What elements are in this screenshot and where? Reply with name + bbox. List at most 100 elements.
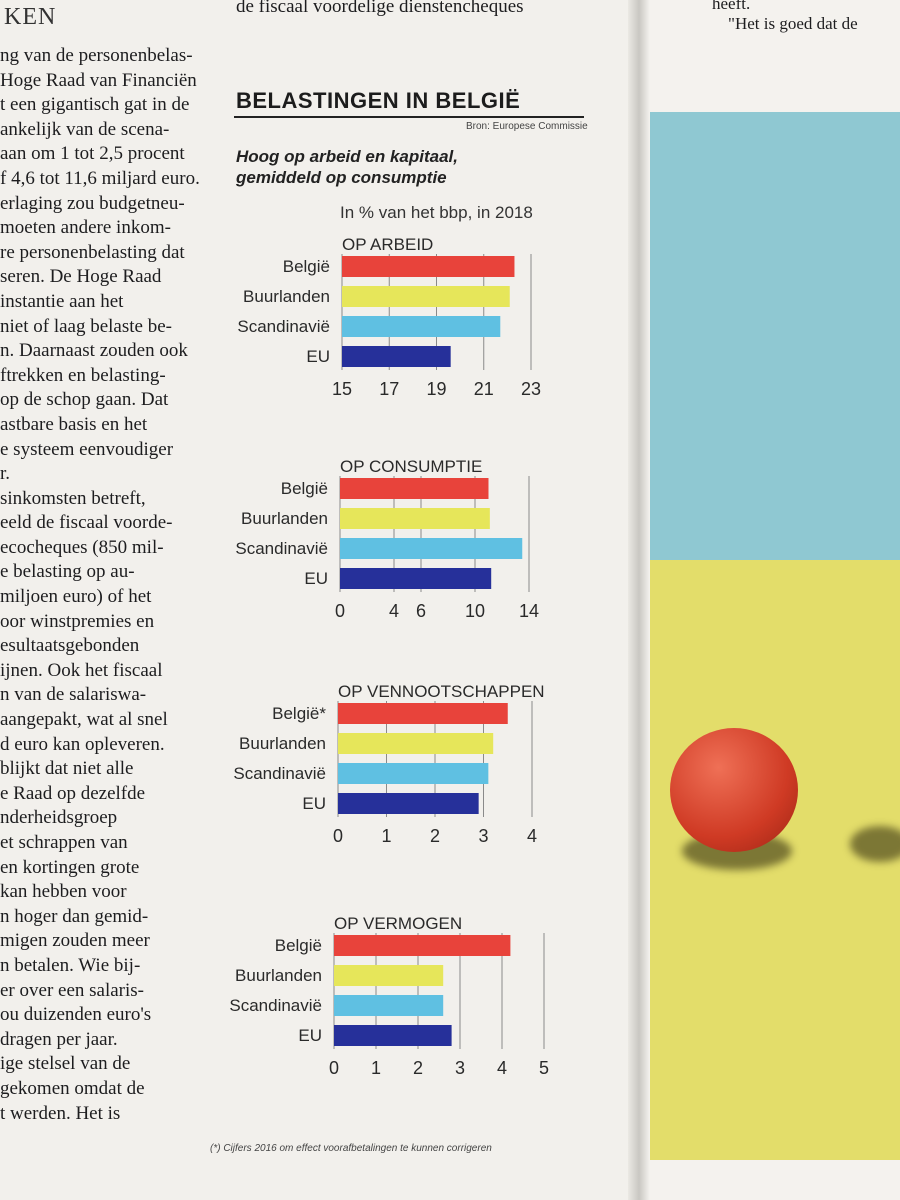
footnote: (*) Cijfers 2016 om effect voorafbetalin…	[210, 1143, 492, 1154]
panel-title: OP VENNOOTSCHAPPEN	[338, 682, 545, 701]
article-line: instantie aan het	[0, 290, 124, 312]
tick-label: 23	[521, 379, 541, 399]
bar	[338, 763, 489, 784]
tick-label: 3	[478, 826, 488, 846]
bar	[342, 286, 510, 307]
article-line: seren. De Hoge Raad	[0, 266, 162, 288]
article-line: ng van de personenbelas-	[0, 45, 193, 66]
category-label: België	[281, 479, 328, 498]
article-line: gekomen omdat de	[0, 1077, 145, 1099]
article-line: e Raad op dezelfde	[0, 782, 146, 804]
top-text-fragment: de fiscaal voordelige dienstencheques	[236, 0, 524, 17]
bar	[342, 256, 515, 277]
section-heading: KEN	[4, 4, 57, 30]
article-line: migen zouden meer	[0, 930, 150, 952]
tick-label: 4	[497, 1058, 507, 1078]
tick-label: 1	[381, 826, 391, 846]
article-line: miljoen euro) of het	[0, 586, 152, 608]
category-label: Scandinavië	[233, 764, 326, 783]
article-line: d euro kan opleveren.	[0, 733, 165, 755]
red-ball-photo	[670, 728, 798, 852]
ball-shadow-right	[850, 826, 900, 862]
article-line: et schrappen van	[0, 832, 128, 853]
article-line: kan hebben voor	[0, 881, 127, 903]
panel-title: OP CONSUMPTIE	[340, 457, 482, 476]
category-label: Buurlanden	[239, 734, 326, 753]
left-page	[0, 0, 640, 1200]
article-line: e belasting op au-	[0, 561, 135, 583]
article-line: t een gigantisch gat in de	[0, 94, 190, 116]
tick-label: 6	[416, 601, 426, 621]
category-label: Scandinavië	[235, 539, 328, 558]
bar	[338, 793, 479, 814]
tick-label: 19	[426, 379, 446, 399]
article-line: aan om 1 tot 2,5 procent	[0, 143, 185, 165]
bar	[334, 965, 444, 986]
bar	[338, 733, 494, 754]
category-label: EU	[298, 1026, 322, 1045]
article-line: nderheidsgroep	[0, 807, 118, 829]
tick-label: 10	[465, 601, 485, 621]
article-line: Hoge Raad van Financiën	[0, 69, 197, 91]
category-label: EU	[302, 794, 326, 813]
category-label: EU	[306, 347, 330, 366]
article-line: ftrekken en belasting-	[0, 364, 166, 386]
category-label: EU	[304, 569, 328, 588]
article-line: moeten andere inkom-	[0, 217, 171, 239]
unit-label: In % van het bbp, in 2018	[340, 203, 533, 222]
article-line: erlaging zou budgetneu-	[0, 192, 185, 214]
panel-title: OP VERMOGEN	[334, 914, 462, 933]
bar	[334, 935, 511, 956]
tick-label: 2	[413, 1058, 423, 1078]
tick-label: 15	[332, 379, 352, 399]
tick-label: 4	[389, 601, 399, 621]
tick-label: 4	[527, 826, 537, 846]
bar	[342, 316, 501, 337]
category-label: Scandinavië	[229, 996, 322, 1015]
article-line: en kortingen grote	[0, 856, 140, 878]
tick-label: 21	[474, 379, 494, 399]
source-note: Bron: Europese Commissie	[466, 121, 588, 132]
page-fold	[628, 0, 650, 1200]
article-line: n betalen. Wie bij-	[0, 954, 141, 976]
bar	[340, 538, 523, 559]
bar	[334, 1025, 452, 1046]
article-line: sinkomsten betreft,	[0, 487, 146, 509]
article-line: astbare basis en het	[0, 413, 148, 435]
tick-label: 14	[519, 601, 539, 621]
article-line: eeld de fiscaal voorde-	[0, 512, 173, 534]
article-line: dragen per jaar.	[0, 1028, 118, 1050]
category-label: België	[275, 936, 322, 955]
tick-label: 17	[379, 379, 399, 399]
subtitle-line-2: gemiddeld op consumptie	[236, 168, 447, 187]
article-line: op de schop gaan. Dat	[0, 389, 169, 411]
article-line: er over een salaris-	[0, 979, 145, 1001]
panel-title: OP ARBEID	[342, 235, 433, 254]
category-label: Buurlanden	[243, 287, 330, 306]
article-line: ige stelsel van de	[0, 1053, 131, 1075]
article-line: t werden. Het is	[0, 1102, 121, 1124]
graphic-subtitle: Hoog op arbeid en kapitaal, gemiddeld op…	[236, 146, 458, 188]
subtitle-line-1: Hoog op arbeid en kapitaal,	[236, 147, 458, 166]
tick-label: 5	[539, 1058, 549, 1078]
bar	[338, 703, 508, 724]
article-line: ijnen. Ook het fiscaal	[0, 659, 163, 681]
article-line: re personenbelasting dat	[0, 241, 185, 263]
right-text-fragment-2: "Het is goed dat de	[728, 14, 858, 33]
article-line: e systeem eenvoudiger	[0, 438, 174, 460]
article-line: ankelijk van de scena-	[0, 118, 170, 140]
article-line: niet of laag belaste be-	[0, 315, 172, 337]
article-line: blijkt dat niet alle	[0, 758, 134, 780]
article-line: r.	[0, 463, 11, 485]
article-line: f 4,6 tot 11,6 miljard euro.	[0, 167, 200, 189]
article-line: ou duizenden euro's	[0, 1004, 152, 1026]
article-line: ecocheques (850 mil-	[0, 536, 164, 558]
bar	[340, 508, 490, 529]
tick-label: 0	[335, 601, 345, 621]
article-line: n van de salariswa-	[0, 684, 147, 706]
article-line: n hoger dan gemid-	[0, 905, 149, 927]
tick-label: 1	[371, 1058, 381, 1078]
article-line: esultaatsgebonden	[0, 635, 140, 657]
title-rule	[234, 116, 584, 118]
